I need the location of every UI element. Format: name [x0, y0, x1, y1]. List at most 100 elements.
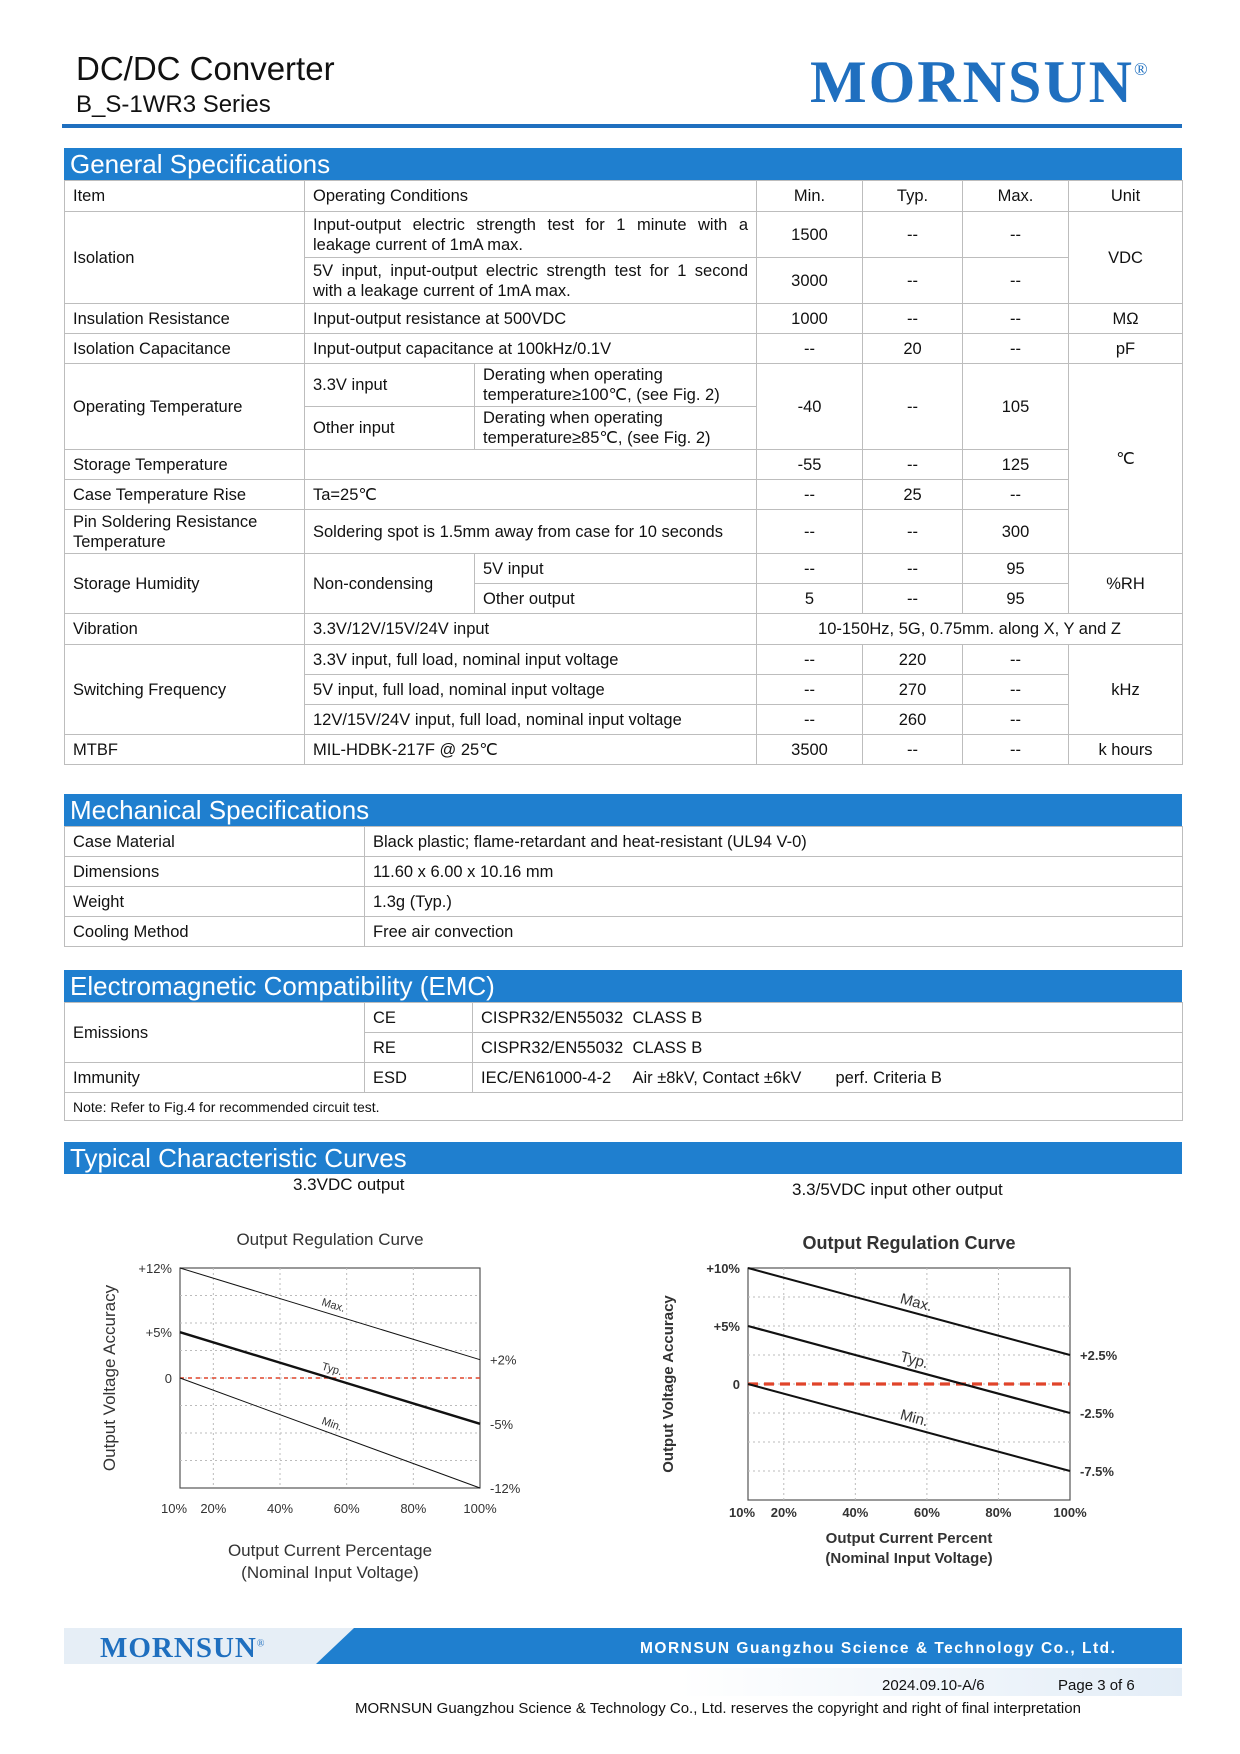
esd-standard: IEC/EN61000-4-2 [472, 1062, 625, 1093]
mechanical-spec-table: Case Material Black plastic; flame-retar… [64, 826, 1183, 947]
series-line-typ [179, 1331, 481, 1425]
switching-max-1: -- [962, 644, 1070, 675]
vibration-value: 10-150Hz, 5G, 0.75mm. along X, Y and Z [756, 613, 1184, 645]
y-tick-label-right: -2.5% [1080, 1406, 1114, 1421]
table-row: Isolation Capacitance Input-output capac… [64, 333, 1184, 364]
humidity-max-2: 95 [962, 583, 1070, 614]
switching-typ-1: 220 [862, 644, 964, 675]
x-axis-label: Output Current Percentage [228, 1541, 432, 1560]
y-tick-label-right: -7.5% [1080, 1464, 1114, 1479]
insulation-unit: MΩ [1068, 303, 1184, 334]
case-material-value: Black plastic; flame-retardant and heat-… [364, 826, 1183, 857]
x-tick-label: 100% [1053, 1505, 1087, 1520]
col-max: Max. [962, 180, 1070, 212]
x-axis-sublabel: (Nominal Input Voltage) [825, 1550, 992, 1567]
series-label-typ: Typ. [320, 1361, 343, 1379]
footer-registered-mark: ® [256, 1638, 266, 1650]
humidity-sub-2: Other output [473, 583, 758, 614]
switching-cond-2: 5V input, full load, nominal input volta… [303, 674, 758, 705]
x-tick-label: 40% [267, 1501, 293, 1516]
table-row: Storage Temperature -55 -- 125 [64, 449, 1183, 480]
series-label-typ: Typ. [898, 1348, 930, 1372]
isolation-min-2: 3000 [756, 257, 864, 304]
solder-typ: -- [862, 509, 964, 554]
weight-value: 1.3g (Typ.) [364, 886, 1183, 917]
y-tick-label-right: -5% [490, 1417, 514, 1432]
case-material-label: Case Material [64, 826, 365, 857]
insulation-min: 1000 [756, 303, 864, 334]
emissions-label: Emissions [64, 1002, 365, 1063]
switching-max-3: -- [962, 704, 1070, 735]
mtbf-unit: k hours [1068, 734, 1184, 765]
emc-table: Emissions CE CISPR32/EN55032 CLASS B RE … [63, 1002, 1184, 1121]
y-tick-label-left: 0 [165, 1371, 172, 1386]
storage-temp-label: Storage Temperature [64, 449, 305, 480]
weight-label: Weight [64, 886, 365, 917]
humidity-min-1: -- [756, 553, 864, 584]
right-chart-caption: 3.3/5VDC input other output [792, 1180, 1003, 1199]
x-tick-label: 60% [334, 1501, 360, 1516]
op-temp-label: Operating Temperature [64, 363, 305, 450]
isolation-cond-2: 5V input, input-output electric strength… [303, 257, 758, 304]
insulation-label: Insulation Resistance [64, 303, 305, 334]
vibration-label: Vibration [64, 613, 305, 645]
table-header-row: Item Operating Conditions Min. Typ. Max.… [64, 180, 1184, 212]
footer-logo-text: MORNSUN [100, 1632, 257, 1664]
op-temp-max: 105 [962, 363, 1070, 450]
humidity-unit: %RH [1068, 553, 1184, 614]
isolation-label: Isolation [64, 211, 305, 304]
table-row: Storage Humidity Non-condensing 5V input… [64, 553, 1184, 614]
humidity-label: Storage Humidity [64, 553, 305, 614]
table-row: 12V/15V/24V input, full load, nominal in… [65, 704, 1183, 735]
capacitance-cond: Input-output capacitance at 100kHz/0.1V [303, 333, 758, 364]
table-row: Weight 1.3g (Typ.) [64, 886, 1183, 917]
x-tick-label: 80% [985, 1505, 1011, 1520]
esd-level: Air ±8kV, Contact ±6kV [624, 1062, 828, 1093]
ce-standard: CISPR32/EN55032 [472, 1002, 625, 1033]
temperature-unit: ℃ [1068, 363, 1184, 554]
ce-class: CLASS B [624, 1002, 1184, 1033]
case-rise-min: -- [756, 479, 864, 510]
switching-cond-1: 3.3V input, full load, nominal input vol… [303, 644, 758, 675]
storage-temp-cond [303, 449, 758, 480]
x-axis-sublabel: (Nominal Input Voltage) [241, 1563, 419, 1582]
case-rise-label: Case Temperature Rise [64, 479, 305, 510]
footer-company: MORNSUN Guangzhou Science & Technology C… [640, 1640, 1117, 1657]
curves-title: Typical Characteristic Curves [64, 1142, 1182, 1174]
table-row: Isolation Input-output electric strength… [64, 211, 1184, 304]
mtbf-label: MTBF [64, 734, 305, 765]
emc-note: Note: Refer to Fig.4 for recommended cir… [63, 1092, 1184, 1121]
humidity-max-1: 95 [962, 553, 1070, 584]
mechanical-spec-title: Mechanical Specifications [64, 794, 1182, 826]
mtbf-max: -- [962, 734, 1070, 765]
humidity-typ-1: -- [862, 553, 964, 584]
case-rise-max: -- [962, 479, 1070, 510]
switching-min-3: -- [756, 704, 864, 735]
insulation-max: -- [962, 303, 1070, 334]
dimensions-label: Dimensions [64, 856, 365, 887]
table-row: Vibration 3.3V/12V/15V/24V input 10-150H… [64, 613, 1184, 645]
cooling-value: Free air convection [364, 916, 1183, 947]
y-tick-label-left: +5% [146, 1325, 173, 1340]
table-row: Operating Temperature 3.3V input Deratin… [64, 363, 1184, 554]
dimensions-value: 11.60 x 6.00 x 10.16 mm [364, 856, 1183, 887]
re-standard: CISPR32/EN55032 [472, 1032, 625, 1063]
chart-title: Output Regulation Curve [803, 1233, 1016, 1253]
table-row: Cooling Method Free air convection [64, 916, 1183, 947]
y-tick-label-left: +5% [714, 1319, 741, 1334]
isolation-unit: VDC [1068, 211, 1184, 304]
switching-max-2: -- [962, 674, 1070, 705]
series-line-max [747, 1267, 1071, 1356]
isolation-max-1: -- [962, 211, 1070, 258]
table-row: Note: Refer to Fig.4 for recommended cir… [63, 1092, 1184, 1121]
y-tick-label-left: +10% [706, 1261, 740, 1276]
insulation-cond: Input-output resistance at 500VDC [303, 303, 758, 334]
y-tick-label-left: +12% [138, 1261, 172, 1276]
humidity-min-2: 5 [756, 583, 864, 614]
y-tick-label-right: +2.5% [1080, 1348, 1118, 1363]
logo-text: MORNSUN [810, 49, 1134, 115]
switching-typ-2: 270 [862, 674, 964, 705]
series-line-min [179, 1377, 481, 1489]
storage-temp-max: 125 [962, 449, 1070, 480]
op-temp-note-2: Derating when operating temperature≥85℃,… [473, 406, 758, 450]
